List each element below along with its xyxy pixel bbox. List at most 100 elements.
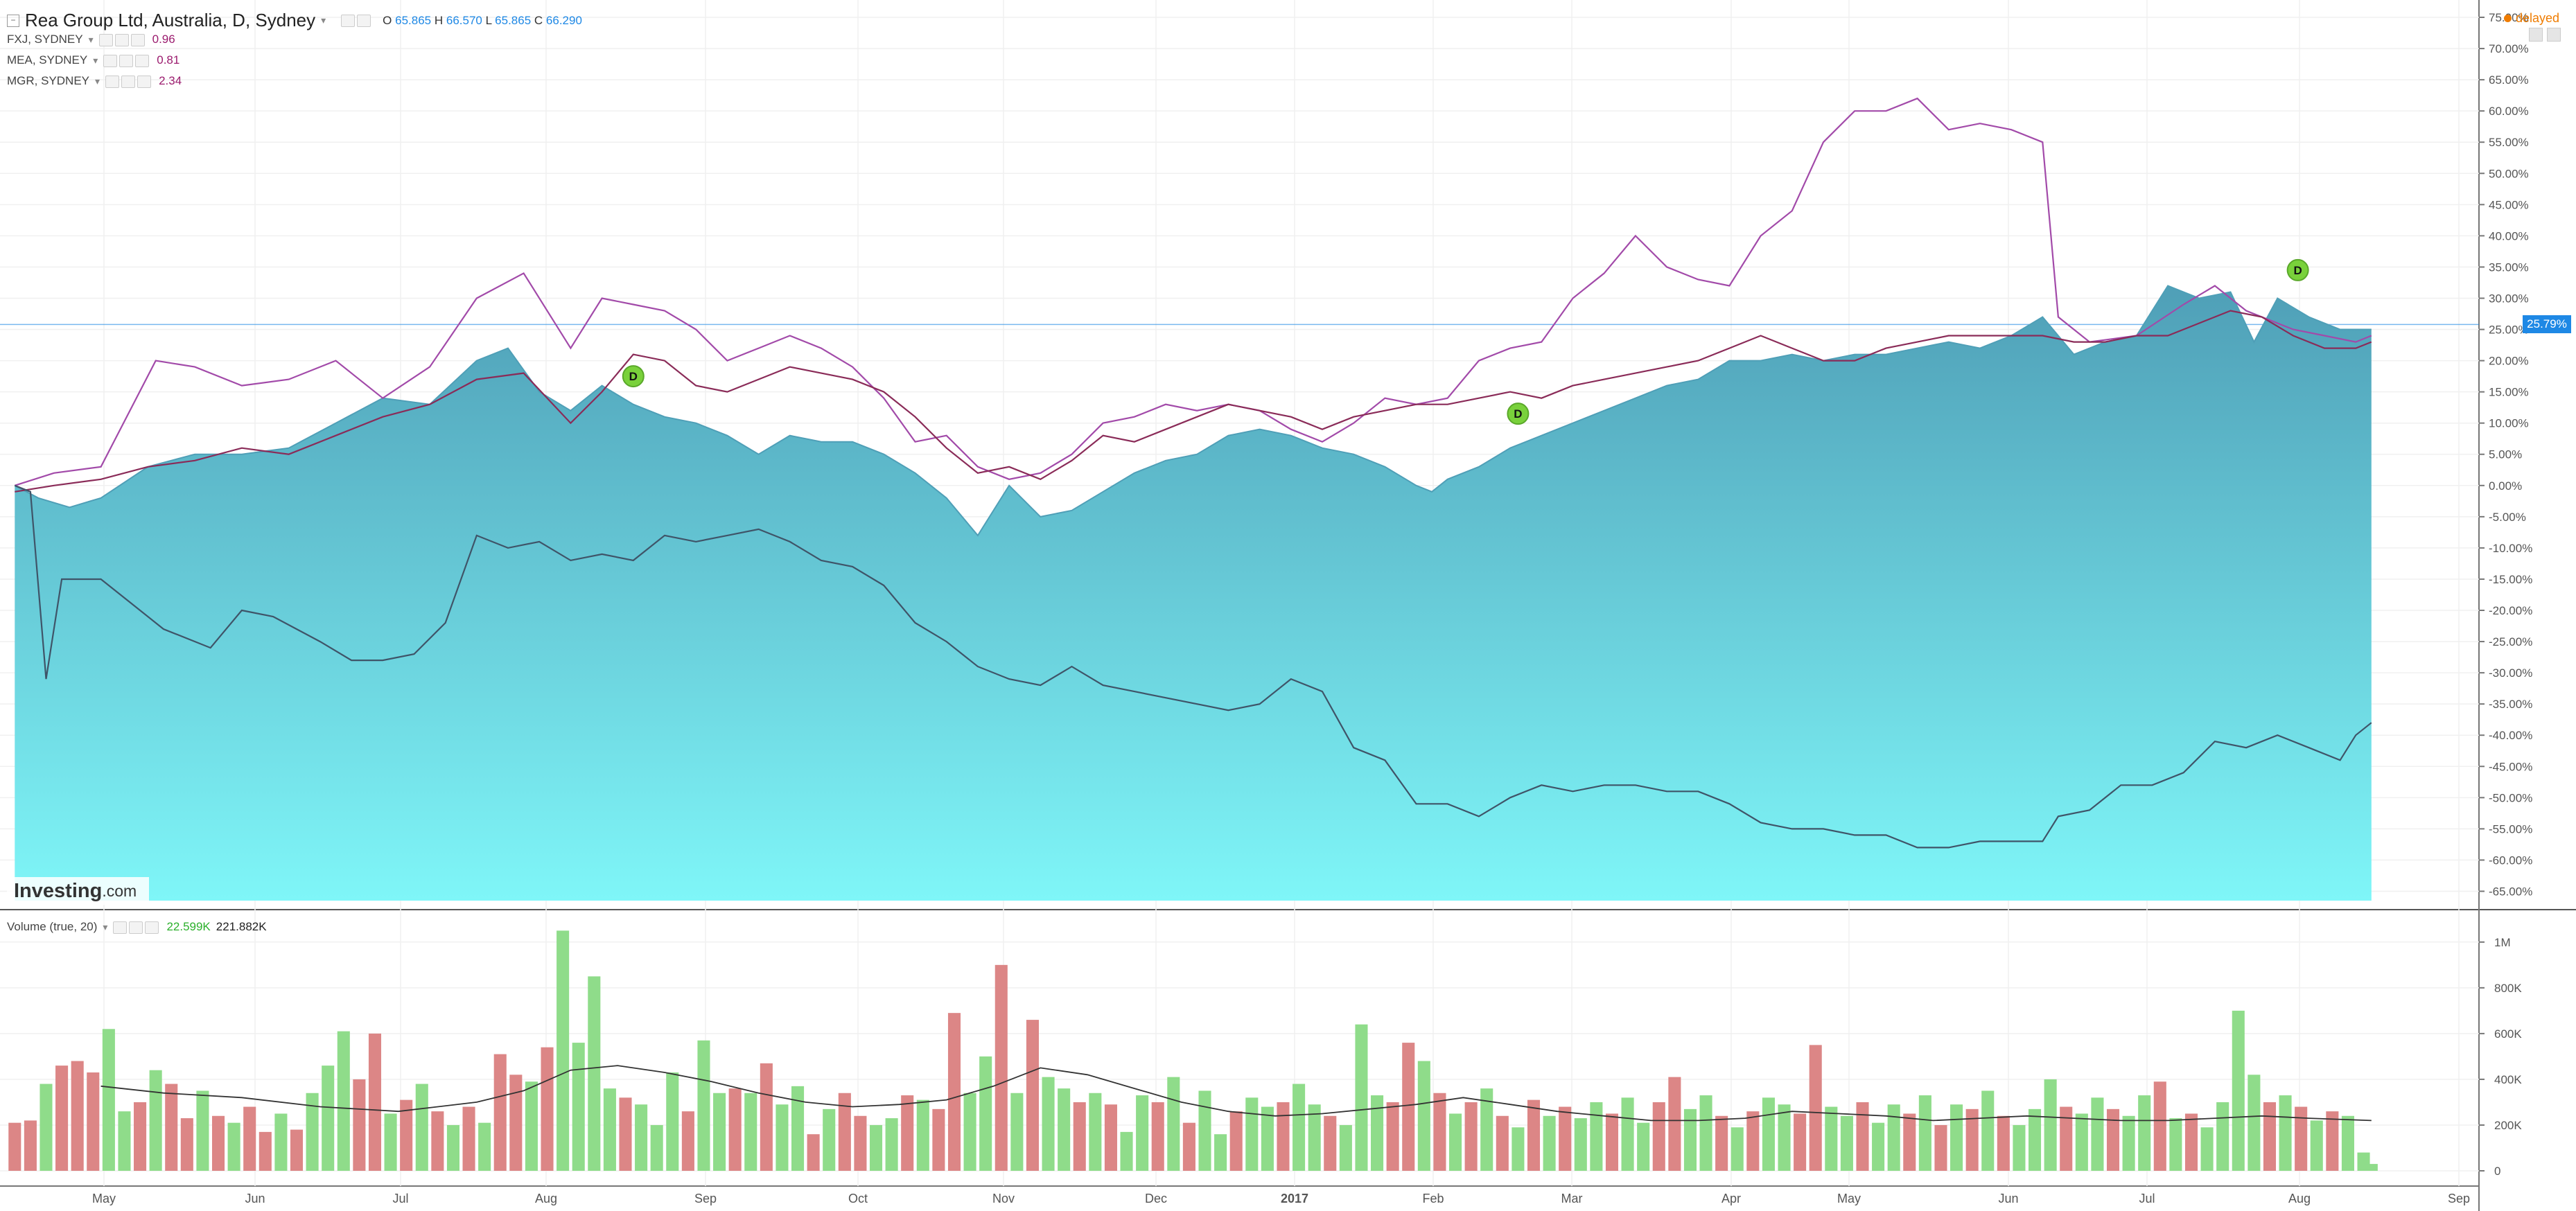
- volume-bar: [211, 1115, 225, 1171]
- current-value-tag: 25.79%: [2523, 315, 2571, 334]
- x-tick-label: Sep: [2448, 1192, 2470, 1205]
- visibility-icon[interactable]: [105, 75, 120, 88]
- volume-bar: [1887, 1104, 1900, 1171]
- volume-bar: [1794, 1113, 1807, 1171]
- volume-bar: [1182, 1122, 1195, 1171]
- volume-bar: [901, 1095, 914, 1171]
- volume-bar: [1464, 1102, 1478, 1171]
- y-tick-label: 40.00%: [2489, 229, 2529, 242]
- x-tick-label: Oct: [848, 1192, 868, 1205]
- volume-tick-label: 1M: [2494, 936, 2511, 949]
- settings-icon[interactable]: [121, 75, 136, 88]
- visibility-icon[interactable]: [113, 921, 128, 934]
- dividend-badge-icon[interactable]: [1507, 403, 1530, 425]
- volume-bar: [2184, 1113, 2198, 1171]
- visibility-icon[interactable]: [103, 54, 118, 67]
- restore-icon[interactable]: [2529, 28, 2543, 42]
- volume-bar: [635, 1104, 648, 1171]
- y-tick-label: -10.00%: [2489, 542, 2532, 555]
- volume-bar: [1073, 1102, 1086, 1171]
- x-tick-label: Dec: [1145, 1192, 1167, 1205]
- y-tick-label: -60.00%: [2489, 854, 2532, 867]
- volume-bar: [1151, 1102, 1164, 1171]
- x-tick-label: May: [1837, 1192, 1861, 1205]
- volume-bar: [118, 1111, 131, 1171]
- visibility-icon[interactable]: [98, 33, 113, 46]
- dividend-markers[interactable]: D D D: [622, 258, 2309, 425]
- high-label: H: [434, 13, 444, 27]
- chevron-down-icon[interactable]: ▾: [103, 921, 108, 932]
- compare-value: 0.96: [152, 33, 175, 46]
- volume-bar: [2341, 1115, 2354, 1171]
- y-tick-label: 30.00%: [2489, 292, 2529, 305]
- dividend-marker[interactable]: D: [1507, 403, 1530, 425]
- settings-icon[interactable]: [357, 15, 371, 28]
- x-tick-label: Jul: [392, 1192, 408, 1205]
- compare-legend-mgr[interactable]: MGR, SYDNEY ▾ 2.34: [7, 74, 182, 88]
- volume-bar: [1480, 1088, 1493, 1171]
- volume-bar: [1058, 1088, 1071, 1171]
- y-tick-label: -30.00%: [2489, 666, 2532, 680]
- dividend-marker[interactable]: D: [2286, 258, 2309, 281]
- settings-icon[interactable]: [114, 33, 129, 46]
- compare-lines: [14, 97, 2372, 849]
- x-tick-label: Nov: [992, 1192, 1015, 1205]
- volume-bar: [87, 1072, 100, 1171]
- legend-controls[interactable]: [341, 14, 373, 28]
- y-tick-label: -35.00%: [2489, 698, 2532, 711]
- fullscreen-icon[interactable]: [2547, 28, 2561, 42]
- dividend-marker[interactable]: D: [622, 365, 645, 388]
- volume-bar: [776, 1104, 789, 1171]
- chevron-down-icon[interactable]: ▾: [321, 15, 326, 26]
- close-icon[interactable]: [135, 54, 150, 67]
- close-icon[interactable]: [137, 75, 152, 88]
- volume-bar: [681, 1111, 694, 1171]
- close-icon[interactable]: [145, 921, 159, 934]
- y-tick-label: -25.00%: [2489, 635, 2532, 648]
- compare-name: FXJ, SYDNEY: [7, 33, 83, 46]
- volume-bar: [572, 1043, 585, 1171]
- visibility-icon[interactable]: [341, 15, 356, 28]
- volume-bar: [24, 1120, 37, 1171]
- dividend-badge-icon[interactable]: [622, 365, 645, 388]
- dividend-label: D: [2293, 264, 2302, 277]
- series-line-mea: [15, 310, 2372, 493]
- compare-name: MEA, SYDNEY: [7, 53, 88, 67]
- volume-bar: [243, 1106, 256, 1171]
- volume-bar: [932, 1108, 945, 1171]
- chevron-down-icon[interactable]: ▾: [93, 54, 98, 66]
- high-value: 66.570: [446, 13, 482, 27]
- volume-bar: [322, 1066, 335, 1171]
- y-tick-label: -45.00%: [2489, 760, 2532, 773]
- compare-legend-fxj[interactable]: FXJ, SYDNEY ▾ 0.96: [7, 33, 175, 46]
- volume-tick-label: 200K: [2494, 1119, 2522, 1132]
- close-icon[interactable]: [130, 33, 145, 46]
- volume-legend[interactable]: Volume (true, 20) ▾ 22.599K 221.882K: [7, 920, 267, 934]
- chevron-down-icon[interactable]: ▾: [95, 75, 100, 87]
- settings-icon[interactable]: [129, 921, 143, 934]
- volume-tick-label: 800K: [2494, 982, 2522, 995]
- volume-bar: [2263, 1102, 2277, 1171]
- volume-bar: [227, 1122, 240, 1171]
- volume-bar: [2365, 1164, 2378, 1171]
- volume-bar: [1136, 1095, 1149, 1171]
- volume-bar: [1981, 1090, 1995, 1171]
- collapse-icon[interactable]: −: [7, 14, 19, 27]
- volume-bar: [446, 1124, 459, 1171]
- volume-bar: [2138, 1095, 2151, 1171]
- volume-bar: [274, 1113, 288, 1171]
- volume-bar: [2295, 1106, 2308, 1171]
- volume-bar: [1042, 1077, 1055, 1171]
- volume-bar: [2122, 1115, 2135, 1171]
- volume-name: Volume (true, 20): [7, 920, 98, 933]
- dividend-badge-icon[interactable]: [2286, 258, 2309, 281]
- settings-icon[interactable]: [119, 54, 134, 67]
- volume-bar: [180, 1118, 193, 1171]
- chevron-down-icon[interactable]: ▾: [88, 33, 94, 45]
- axes: 75.00%70.00%65.00%60.00%55.00%50.00%45.0…: [92, 11, 2532, 1205]
- volume-bar: [588, 976, 601, 1171]
- y-tick-label: 20.00%: [2489, 355, 2529, 368]
- window-controls[interactable]: [2529, 28, 2561, 42]
- compare-legend-mea[interactable]: MEA, SYDNEY ▾ 0.81: [7, 53, 179, 67]
